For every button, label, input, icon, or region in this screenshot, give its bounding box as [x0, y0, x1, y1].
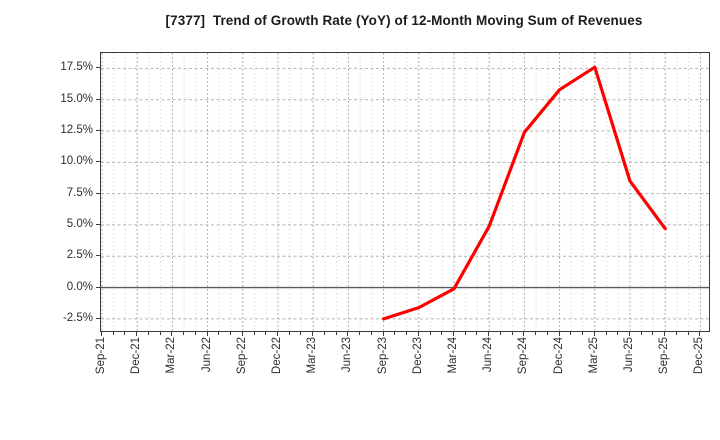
- x-tick-mark: [359, 332, 361, 335]
- y-tick-label: 17.5%: [60, 61, 93, 74]
- x-tick-mark: [441, 332, 443, 335]
- y-tick-label: 2.5%: [66, 249, 93, 262]
- x-tick-mark: [640, 332, 642, 335]
- x-tick-mark: [288, 332, 290, 335]
- y-tick-mark: [96, 223, 100, 225]
- x-tick-label: Dec-21: [130, 337, 143, 375]
- x-tick-mark: [499, 332, 501, 335]
- y-tick-mark: [96, 286, 100, 288]
- y-tick-mark: [96, 130, 100, 131]
- x-tick-mark: [699, 332, 701, 336]
- x-tick-label: Sep-22: [235, 337, 248, 375]
- x-tick-label: Sep-21: [95, 337, 107, 375]
- x-tick-mark: [593, 332, 595, 336]
- x-tick-mark: [605, 332, 607, 335]
- plot-area: [100, 52, 710, 332]
- x-tick-mark: [417, 332, 419, 336]
- x-tick-mark: [323, 332, 325, 335]
- x-tick-mark: [476, 332, 478, 335]
- x-tick-mark: [147, 332, 149, 335]
- plot-canvas: [101, 53, 709, 331]
- x-tick-label: Dec-25: [693, 337, 706, 375]
- y-tick-mark: [96, 67, 100, 69]
- x-tick-mark: [511, 332, 513, 335]
- x-tick-mark: [652, 332, 654, 335]
- y-tick-label: 5.0%: [66, 217, 93, 230]
- y-tick-mark: [96, 255, 100, 257]
- x-tick-label: Jun-24: [482, 337, 495, 373]
- y-tick-mark: [96, 161, 100, 163]
- x-tick-mark: [241, 332, 243, 336]
- x-tick-mark: [664, 332, 666, 336]
- x-tick-mark: [453, 332, 454, 336]
- y-tick-label: -2.5%: [62, 311, 93, 324]
- x-tick-mark: [335, 332, 337, 335]
- x-tick-mark: [464, 332, 466, 335]
- x-tick-label: Dec-22: [271, 337, 283, 375]
- x-tick-mark: [523, 332, 525, 336]
- x-tick-mark: [183, 332, 185, 335]
- x-tick-mark: [582, 332, 584, 335]
- x-tick-mark: [429, 332, 431, 335]
- x-tick-mark: [535, 332, 537, 335]
- x-tick-label: Sep-23: [376, 337, 389, 375]
- x-tick-mark: [558, 332, 560, 336]
- x-tick-mark: [253, 332, 255, 335]
- x-tick-mark: [312, 332, 314, 336]
- x-tick-label: Dec-24: [552, 337, 565, 375]
- y-tick-label: 7.5%: [66, 186, 93, 199]
- x-tick-mark: [370, 332, 372, 335]
- x-tick-mark: [570, 332, 572, 335]
- x-tick-label: Jun-25: [623, 337, 635, 373]
- x-tick-mark: [230, 332, 232, 335]
- x-tick-mark: [382, 332, 384, 336]
- y-tick-mark: [96, 192, 100, 194]
- x-tick-label: Mar-22: [165, 337, 178, 374]
- x-tick-mark: [159, 332, 161, 335]
- x-tick-mark: [171, 332, 173, 336]
- x-tick-mark: [300, 332, 302, 335]
- y-tick-label: 15.0%: [60, 92, 93, 105]
- x-tick-mark: [218, 332, 220, 335]
- x-tick-mark: [206, 332, 208, 336]
- x-tick-label: Mar-25: [587, 337, 600, 374]
- x-tick-mark: [101, 332, 102, 336]
- x-tick-mark: [347, 332, 349, 336]
- y-tick-mark: [96, 98, 100, 100]
- chart-title: [7377] Trend of Growth Rate (YoY) of 12-…: [165, 13, 643, 28]
- x-tick-mark: [675, 332, 677, 335]
- x-tick-label: Dec-23: [411, 337, 424, 375]
- x-tick-mark: [136, 332, 138, 336]
- y-tick-label: 12.5%: [60, 124, 93, 136]
- y-tick-mark: [96, 317, 100, 319]
- x-tick-mark: [488, 332, 490, 336]
- x-tick-mark: [124, 332, 126, 335]
- x-tick-mark: [277, 332, 278, 336]
- x-tick-mark: [394, 332, 396, 335]
- x-tick-label: Mar-24: [447, 337, 459, 374]
- x-tick-mark: [629, 332, 630, 336]
- x-tick-mark: [112, 332, 114, 335]
- x-tick-mark: [687, 332, 689, 335]
- x-tick-mark: [406, 332, 408, 335]
- x-tick-mark: [617, 332, 619, 335]
- x-tick-label: Jun-22: [200, 337, 213, 373]
- y-tick-label: 10.0%: [60, 155, 93, 168]
- series-line: [382, 65, 667, 321]
- x-tick-mark: [194, 332, 196, 335]
- x-tick-label: Sep-24: [517, 337, 530, 375]
- x-tick-mark: [546, 332, 548, 335]
- x-tick-label: Mar-23: [306, 337, 319, 374]
- x-tick-label: Sep-25: [658, 337, 671, 375]
- y-tick-label: 0.0%: [66, 280, 93, 293]
- x-tick-mark: [265, 332, 267, 335]
- x-tick-label: Jun-23: [341, 337, 354, 373]
